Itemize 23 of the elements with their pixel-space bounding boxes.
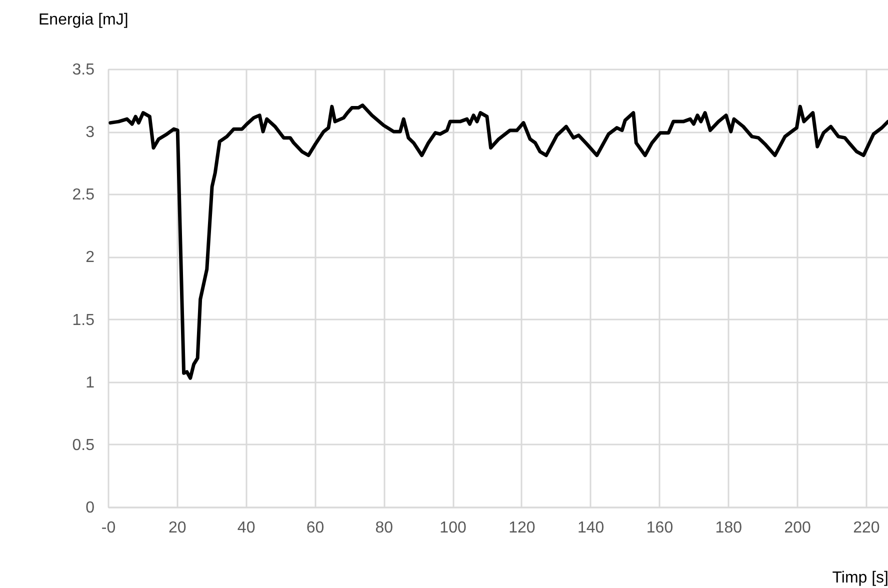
- x-tick-label: 80: [375, 520, 394, 536]
- x-axis-title: Timp [s]: [832, 570, 888, 586]
- x-tick-label: 40: [237, 520, 256, 536]
- x-tick-label: 20: [168, 520, 186, 536]
- line-series: [108, 104, 888, 380]
- y-tick-label: 0.5: [72, 436, 95, 454]
- x-tick-label: 100: [440, 520, 466, 536]
- x-tick-label: -0: [101, 520, 116, 536]
- x-tick-label: 120: [508, 520, 536, 536]
- x-tick-label: 60: [306, 520, 324, 536]
- y-tick-label: 0: [86, 500, 95, 516]
- x-tick-label: 160: [646, 520, 674, 536]
- y-tick-label: 3: [86, 124, 95, 142]
- y-tick-label: 2.5: [72, 186, 95, 204]
- x-tick-label: 200: [784, 520, 811, 536]
- y-tick-label: 1.5: [72, 312, 95, 329]
- y-tick-label: 1: [86, 374, 95, 392]
- x-tick-label: 220: [853, 520, 880, 536]
- x-tick-label: 140: [577, 520, 604, 536]
- y-tick-label: 2: [86, 249, 95, 266]
- x-tick-label: 180: [715, 520, 742, 536]
- y-axis-title: Energia [mJ]: [38, 12, 128, 28]
- y-tick-label: 3.5: [72, 62, 95, 78]
